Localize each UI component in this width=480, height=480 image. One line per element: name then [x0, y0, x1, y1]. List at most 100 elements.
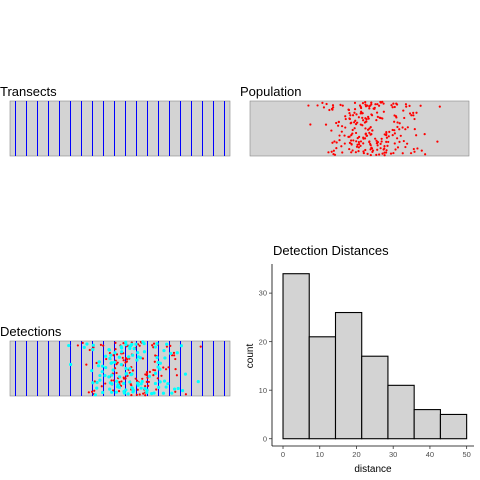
animal-point	[387, 135, 390, 138]
detected-point	[183, 372, 188, 376]
animal-point	[406, 126, 409, 129]
animal-point	[412, 111, 415, 115]
animal-point	[370, 146, 373, 149]
animal-point	[383, 147, 386, 150]
animal-point	[376, 141, 380, 144]
detections-title: Detections	[0, 324, 62, 339]
animal-point	[371, 150, 374, 153]
animal-point	[151, 344, 154, 347]
detected-point	[122, 381, 126, 385]
animal-point	[335, 147, 338, 150]
animal-point	[354, 151, 357, 154]
detected-point	[169, 351, 173, 356]
detected-point	[131, 353, 135, 357]
animal-point	[366, 152, 369, 155]
animal-point	[331, 104, 335, 107]
animal-point	[415, 134, 418, 137]
animal-point	[352, 139, 355, 142]
animal-point	[391, 106, 394, 109]
distances-histogram: 0 10 20 30 40 50 0 10 20 30	[259, 264, 474, 459]
animal-point	[117, 390, 121, 393]
animal-point	[349, 114, 352, 117]
animal-point	[331, 141, 334, 144]
detected-point	[91, 381, 95, 385]
detected-point	[98, 378, 102, 382]
animal-point	[399, 134, 402, 137]
animal-point	[383, 151, 386, 154]
detected-point	[82, 345, 86, 349]
animal-point	[167, 366, 170, 369]
animal-point	[338, 139, 341, 142]
detected-point	[135, 358, 139, 362]
detected-point	[164, 385, 168, 389]
animal-point	[156, 377, 159, 380]
animal-point	[364, 103, 367, 106]
animal-point	[144, 385, 147, 388]
animal-point	[330, 150, 333, 153]
detected-point	[162, 348, 166, 353]
animal-point	[384, 133, 387, 136]
animal-point	[357, 150, 360, 153]
animal-point	[357, 116, 360, 119]
y-tick-label: 10	[259, 386, 267, 395]
animal-point	[92, 346, 95, 349]
animal-point	[147, 384, 150, 387]
animal-point	[122, 342, 125, 345]
detected-point	[104, 354, 108, 358]
detected-point	[98, 373, 102, 378]
detected-point	[124, 366, 128, 371]
population-panel	[249, 100, 470, 157]
animal-point	[120, 380, 123, 383]
detected-point	[113, 351, 117, 355]
animal-point	[369, 144, 372, 147]
animal-point	[369, 153, 372, 157]
animal-point	[125, 360, 128, 363]
detected-point	[111, 368, 115, 372]
animal-point	[436, 140, 439, 143]
detected-point	[114, 390, 118, 394]
animal-point	[93, 380, 96, 383]
animal-point	[398, 122, 401, 125]
detected-point	[95, 386, 99, 390]
detected-point	[153, 381, 158, 386]
detected-point	[161, 391, 166, 395]
detected-point	[85, 342, 89, 346]
animal-point	[354, 131, 358, 135]
animal-point	[357, 146, 360, 149]
animal-point	[385, 151, 388, 154]
animal-point	[396, 146, 400, 149]
animal-point	[438, 105, 441, 108]
animal-point	[353, 108, 357, 111]
animal-point	[376, 115, 379, 118]
detected-point	[107, 375, 111, 379]
animal-point	[351, 149, 354, 152]
detected-point	[150, 392, 154, 396]
animal-point	[164, 368, 168, 371]
animal-point	[335, 121, 338, 125]
histogram-bar	[387, 384, 415, 440]
detected-point	[120, 346, 124, 350]
animal-point	[130, 393, 133, 397]
animal-point	[379, 142, 382, 145]
animal-point	[374, 103, 377, 106]
animal-point	[401, 152, 404, 155]
survey-region	[9, 100, 231, 157]
animal-point	[365, 134, 368, 137]
animal-point	[341, 104, 344, 107]
animal-point	[419, 104, 422, 107]
animal-point	[155, 388, 158, 391]
animal-point	[393, 142, 396, 145]
animal-point	[138, 344, 141, 347]
detected-point	[118, 375, 122, 379]
animal-point	[81, 341, 84, 344]
histogram-bar	[361, 355, 389, 440]
detected-point	[120, 350, 124, 354]
animal-point	[337, 120, 340, 124]
animal-point	[165, 345, 169, 348]
detections-panel	[9, 340, 231, 397]
detected-point	[110, 382, 114, 386]
animal-point	[153, 369, 157, 372]
animal-point	[353, 127, 356, 130]
animal-point	[350, 142, 353, 145]
histogram-bar	[282, 273, 310, 440]
